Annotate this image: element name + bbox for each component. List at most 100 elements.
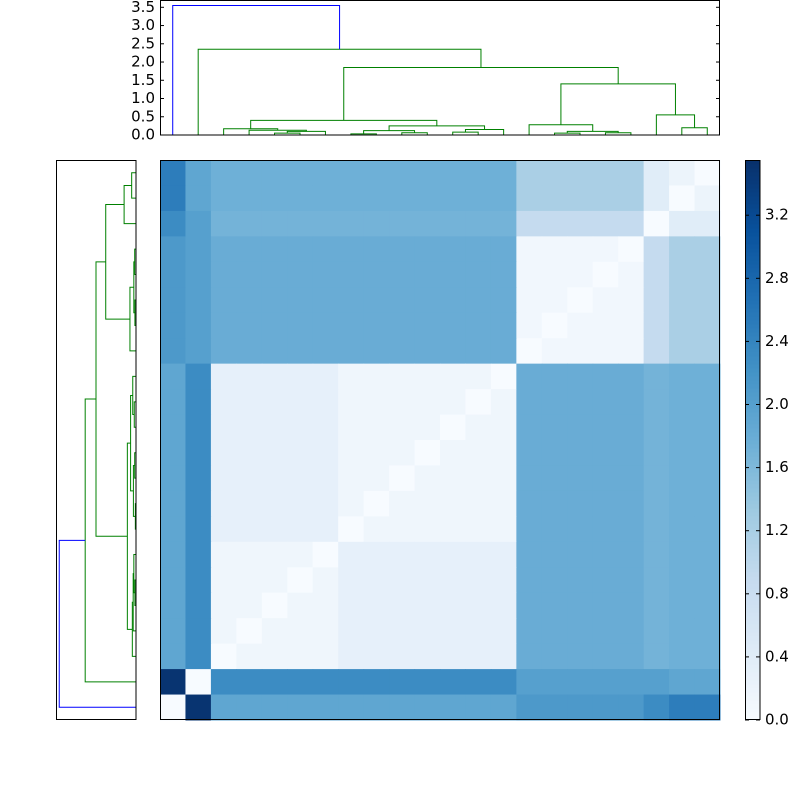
heatmap-cell	[541, 567, 568, 594]
heatmap-cell	[389, 465, 416, 492]
heatmap-cell	[210, 261, 237, 288]
heatmap-cell	[185, 287, 212, 314]
heatmap-cell	[389, 643, 416, 670]
dendrogram-link	[223, 128, 279, 135]
heatmap-cell	[643, 363, 670, 390]
heatmap-cell	[490, 160, 517, 186]
dendrogram-link	[134, 299, 136, 326]
heatmap-cell	[669, 643, 696, 670]
colorbar-gradient	[745, 276, 760, 281]
heatmap-cell	[185, 567, 212, 594]
heatmap-cell	[261, 440, 288, 466]
heatmap-cell	[261, 389, 288, 416]
heatmap-cell	[516, 236, 543, 263]
colorbar-gradient	[745, 700, 760, 705]
heatmap-cell	[490, 669, 517, 696]
heatmap-cell	[567, 312, 594, 339]
heatmap-cell	[389, 160, 416, 186]
colorbar-gradient	[745, 524, 760, 529]
colorbar-gradient	[745, 644, 760, 649]
colorbar-gradient	[745, 424, 760, 429]
heatmap-cell	[287, 312, 314, 339]
heatmap-cell	[643, 389, 670, 416]
heatmap-cell	[338, 541, 365, 568]
heatmap-cell	[669, 516, 696, 543]
heatmap-cell	[592, 236, 619, 263]
heatmap-cell	[414, 618, 441, 645]
colorbar-gradient	[745, 396, 760, 401]
colorbar-gradient	[745, 292, 760, 297]
heatmap-cell	[414, 261, 441, 288]
heatmap-cell	[694, 618, 721, 645]
heatmap-cell	[669, 160, 696, 186]
heatmap-cell	[669, 618, 696, 645]
colorbar-gradient	[745, 432, 760, 437]
colorbar-tick-label: 2.4	[765, 332, 789, 350]
colorbar-gradient	[745, 608, 760, 613]
heatmap-cell	[160, 618, 186, 645]
y-tick-label: 3.5	[131, 0, 155, 16]
heatmap-cell	[210, 312, 237, 339]
heatmap-cell	[465, 694, 492, 721]
heatmap-cell	[287, 592, 314, 619]
heatmap-cell	[185, 541, 212, 568]
colorbar-gradient	[745, 704, 760, 709]
colorbar-gradient	[745, 444, 760, 449]
heatmap-cell	[185, 261, 212, 288]
heatmap-cell	[185, 618, 212, 645]
heatmap-cell	[618, 440, 645, 466]
heatmap-cell	[287, 236, 314, 263]
heatmap-cell	[541, 643, 568, 670]
heatmap-cell	[185, 160, 212, 186]
heatmap-cell	[592, 440, 619, 466]
colorbar-gradient	[745, 552, 760, 557]
heatmap-cell	[440, 389, 466, 416]
heatmap-cell	[414, 694, 441, 721]
heatmap-cell	[618, 160, 645, 186]
colorbar-gradient	[745, 236, 760, 241]
heatmap-cell	[516, 338, 543, 365]
heatmap-cell	[185, 643, 212, 670]
heatmap-cell	[618, 363, 645, 390]
colorbar-gradient	[745, 632, 760, 637]
dendrogram-link	[560, 83, 676, 125]
colorbar-gradient	[745, 520, 760, 525]
heatmap-cell	[363, 643, 390, 670]
colorbar-gradient	[745, 344, 760, 349]
heatmap-cell	[236, 185, 263, 212]
heatmap-cell	[160, 389, 186, 416]
heatmap-cell	[287, 338, 314, 365]
dendrogram-link	[604, 132, 632, 135]
colorbar-tick-label: 3.2	[765, 206, 789, 224]
colorbar-gradient	[745, 680, 760, 685]
colorbar-gradient	[745, 676, 760, 681]
heatmap-cell	[567, 338, 594, 365]
y-tick-label: 1.5	[131, 71, 155, 89]
colorbar-gradient	[745, 312, 760, 317]
colorbar-gradient	[745, 188, 760, 193]
heatmap-cell	[414, 287, 441, 314]
heatmap-cell	[567, 363, 594, 390]
heatmap-cell	[261, 465, 288, 492]
heatmap-cell	[643, 236, 670, 263]
heatmap-cell	[338, 389, 365, 416]
heatmap-cell	[465, 338, 492, 365]
colorbar-tick-label: 2.0	[765, 395, 789, 413]
heatmap-cell	[440, 592, 466, 619]
heatmap-cell	[440, 287, 466, 314]
dendrogram-link	[401, 132, 428, 135]
heatmap-cell	[160, 694, 186, 721]
colorbar-gradient	[745, 580, 760, 585]
heatmap-cell	[669, 185, 696, 212]
heatmap-cell	[465, 389, 492, 416]
colorbar-gradient	[745, 628, 760, 633]
heatmap-cell	[312, 516, 339, 543]
heatmap-cell	[389, 312, 416, 339]
colorbar-gradient	[745, 588, 760, 593]
heatmap-cell	[516, 287, 543, 314]
heatmap-cell	[490, 363, 517, 390]
heatmap-cell	[669, 592, 696, 619]
heatmap-cell	[236, 516, 263, 543]
colorbar-gradient	[745, 672, 760, 677]
colorbar-gradient	[745, 488, 760, 493]
